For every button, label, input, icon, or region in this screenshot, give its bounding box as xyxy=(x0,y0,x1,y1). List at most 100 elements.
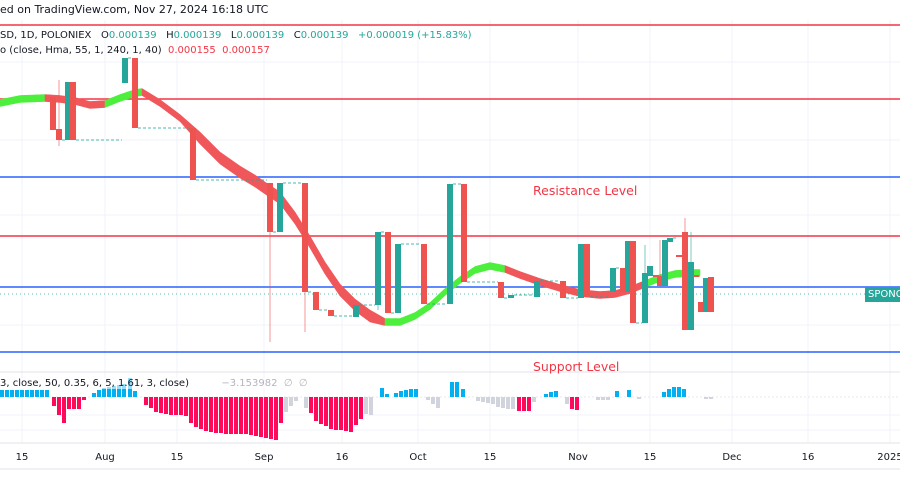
candle-body xyxy=(461,184,467,282)
oscillator-bar xyxy=(575,397,579,410)
oscillator-bar xyxy=(615,391,619,397)
candle-body xyxy=(267,183,273,232)
oscillator-bar xyxy=(159,397,163,413)
oscillator-bar xyxy=(304,397,308,408)
published-text: ed on TradingView.com, Nov 27, 2024 16:1… xyxy=(0,3,269,16)
hma-indicator-legend[interactable]: o (close, Hma, 55, 1, 240, 1, 40) 0.0001… xyxy=(0,45,270,56)
oscillator-bar xyxy=(224,397,228,434)
oscillator-bar xyxy=(52,397,56,406)
candle-body xyxy=(190,128,196,180)
oscillator-bar xyxy=(133,391,137,397)
hma-band-segment xyxy=(309,235,326,275)
oscillator-bar xyxy=(431,397,435,404)
hma-band-segment xyxy=(199,131,221,165)
oscillator-bar xyxy=(329,397,333,429)
oscillator-bar xyxy=(72,397,76,409)
oscillator-bar xyxy=(496,397,500,407)
hma-band-segment xyxy=(141,88,161,107)
hma-indicator-name: o (close, Hma, 55, 1, 240, 1, 40) xyxy=(0,45,162,56)
time-tick-label: Dec xyxy=(722,452,742,463)
oscillator-bar xyxy=(364,397,368,414)
candle-body xyxy=(610,268,616,292)
candle-body xyxy=(698,302,704,312)
candle-body xyxy=(578,244,584,298)
low-label: L xyxy=(230,30,237,41)
oscillator-bar xyxy=(522,397,526,411)
candle-body xyxy=(560,281,566,298)
oscillator-bar xyxy=(97,390,101,397)
candle-body xyxy=(676,255,682,257)
oscillator-bar xyxy=(349,397,353,432)
oscillator-bar xyxy=(179,397,183,415)
oscillator-bar xyxy=(501,397,505,408)
oscillator-bar xyxy=(82,397,86,400)
oscillator-bar xyxy=(601,397,605,400)
oscillator-bar xyxy=(380,388,384,397)
candle-body xyxy=(70,82,76,140)
candle-body xyxy=(313,292,319,310)
candle-body xyxy=(508,295,514,298)
oscillator-bar xyxy=(254,397,258,436)
oscillator-bar xyxy=(544,394,548,397)
oscillator-bar xyxy=(249,397,253,435)
oscillator-bar xyxy=(204,397,208,431)
oscillator-bar xyxy=(30,390,34,397)
hma-value-2: 0.000157 xyxy=(222,45,270,56)
hma-band-segment xyxy=(399,312,416,326)
hma-band-segment xyxy=(89,100,106,109)
time-tick-label: 2025 xyxy=(877,452,900,463)
na-icon: ∅ xyxy=(283,378,293,389)
oscillator-bar xyxy=(476,397,480,401)
oscillator-bar xyxy=(0,390,4,397)
oscillator-bar xyxy=(25,390,29,397)
candle-body xyxy=(353,305,359,317)
oscillator-bar xyxy=(117,385,121,397)
oscillator-bar xyxy=(506,397,510,409)
oscillator-bar xyxy=(194,397,198,427)
oscillator-bar xyxy=(259,397,263,437)
oscillator-bar xyxy=(269,397,273,439)
resistance-level-label: Resistance Level xyxy=(533,183,638,198)
oscillator-bar xyxy=(672,387,676,397)
oscillator-bar xyxy=(62,397,66,423)
oscillator-bar xyxy=(399,391,403,397)
oscillator-bar xyxy=(517,397,521,411)
oscillator-bar xyxy=(20,390,24,397)
oscillator-bar xyxy=(174,397,178,415)
hma-band-segment xyxy=(369,309,386,326)
candle-body xyxy=(584,244,590,297)
candle-body xyxy=(647,266,653,276)
oscillator-bar xyxy=(682,389,686,397)
oscillator-bar xyxy=(67,397,71,409)
candle-body xyxy=(642,273,648,323)
oscillator-bar xyxy=(219,397,223,433)
candle-body xyxy=(65,82,71,140)
oscillator-bar xyxy=(385,394,389,397)
candle-body xyxy=(662,240,668,286)
oscillator-legend[interactable]: 3, close, 50, 0.35, 6, 5, 1.61, 3, close… xyxy=(0,378,308,389)
candle-body xyxy=(682,232,688,330)
candle-body xyxy=(421,244,427,304)
hma-band-segment xyxy=(104,94,121,108)
symbol-legend[interactable]: SD, 1D, POLONIEX O0.000139 H0.000139 L0.… xyxy=(0,30,472,41)
candle-body xyxy=(385,232,391,313)
candle-body xyxy=(653,275,659,277)
oscillator-bar xyxy=(409,389,413,397)
oscillator-bar xyxy=(369,397,373,415)
candle-body xyxy=(688,262,694,330)
oscillator-bar xyxy=(394,393,398,397)
candle-body xyxy=(447,184,453,304)
oscillator-bar xyxy=(239,397,243,434)
oscillator-bar xyxy=(149,397,153,408)
oscillator-bar xyxy=(279,397,283,423)
change-value: +0.000019 (+15.83%) xyxy=(358,30,472,41)
oscillator-bar xyxy=(344,397,348,431)
oscillator-bar xyxy=(92,393,96,397)
oscillator-bar xyxy=(102,388,106,397)
candle-body xyxy=(277,183,283,232)
oscillator-value: −3.153982 xyxy=(221,378,278,389)
oscillator-bar xyxy=(77,397,81,409)
high-label: H xyxy=(166,30,174,41)
